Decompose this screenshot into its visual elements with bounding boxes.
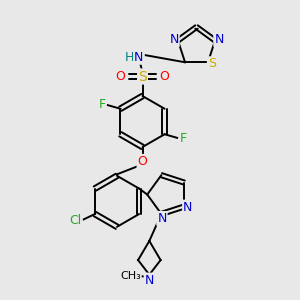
Text: F: F (180, 132, 187, 145)
Text: H: H (124, 49, 134, 62)
Text: N: N (183, 201, 192, 214)
Text: S: S (138, 70, 147, 83)
Text: O: O (116, 70, 125, 83)
Text: N: N (134, 50, 144, 64)
Text: N: N (145, 274, 154, 286)
Text: CH₃: CH₃ (120, 271, 141, 281)
Text: F: F (98, 98, 105, 111)
Text: O: O (138, 155, 147, 168)
Text: O: O (160, 70, 169, 83)
Text: N: N (214, 33, 224, 46)
Text: Cl: Cl (69, 214, 82, 227)
Text: N: N (157, 212, 167, 225)
Text: N: N (169, 33, 179, 46)
Text: S: S (208, 57, 216, 70)
Text: N: N (134, 50, 144, 64)
Text: H: H (125, 50, 135, 64)
